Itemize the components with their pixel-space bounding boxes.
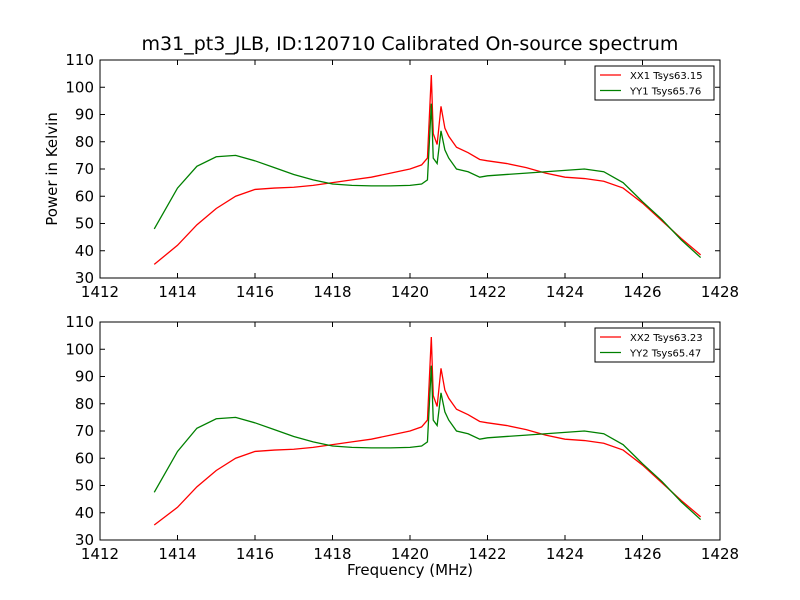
x-tick-label: 1428 <box>701 283 739 301</box>
y-tick-label: 50 <box>75 477 94 495</box>
y-tick-label: 40 <box>75 504 94 522</box>
x-tick-label: 1414 <box>158 283 196 301</box>
y-tick-label: 30 <box>75 531 94 549</box>
y-tick-label: 30 <box>75 269 94 287</box>
x-tick-label: 1412 <box>81 283 119 301</box>
y-tick-label: 100 <box>65 340 94 358</box>
x-tick-label: 1424 <box>546 545 584 563</box>
legend-label: XX2 Tsys63.23 <box>630 333 703 344</box>
y-tick-label: 100 <box>65 78 94 96</box>
y-tick-label: 70 <box>75 160 94 178</box>
legend-label: YY2 Tsys65.47 <box>629 349 701 360</box>
x-tick-label: 1416 <box>236 283 274 301</box>
x-tick-label: 1428 <box>701 545 739 563</box>
y-tick-label: 60 <box>75 187 94 205</box>
y-tick-label: 110 <box>65 51 94 69</box>
x-tick-label: 1424 <box>546 283 584 301</box>
x-axis-label: Frequency (MHz) <box>346 561 474 579</box>
x-tick-label: 1414 <box>158 545 196 563</box>
legend-label: XX1 Tsys63.15 <box>630 71 703 82</box>
y-tick-label: 50 <box>75 215 94 233</box>
legend-box-bottom <box>594 327 715 363</box>
y-tick-label: 90 <box>75 368 94 386</box>
y-tick-label: 60 <box>75 449 94 467</box>
x-tick-label: 1422 <box>468 545 506 563</box>
series-line-bottom-2 <box>153 365 702 521</box>
x-tick-label: 1426 <box>623 283 661 301</box>
series-line-top-1 <box>153 74 702 265</box>
legend-label: YY1 Tsys65.76 <box>629 87 701 98</box>
y-tick-label: 70 <box>75 422 94 440</box>
y-tick-label: 80 <box>75 395 94 413</box>
x-tick-label: 1416 <box>236 545 274 563</box>
x-tick-label: 1418 <box>313 545 351 563</box>
y-tick-label: 110 <box>65 313 94 331</box>
y-tick-label: 40 <box>75 242 94 260</box>
x-tick-label: 1426 <box>623 545 661 563</box>
series-line-top-2 <box>153 103 702 259</box>
x-tick-label: 1420 <box>391 283 429 301</box>
x-tick-label: 1412 <box>81 545 119 563</box>
x-tick-label: 1418 <box>313 283 351 301</box>
series-line-bottom-1 <box>153 336 702 526</box>
y-tick-label: 80 <box>75 133 94 151</box>
x-tick-label: 1422 <box>468 283 506 301</box>
x-tick-label: 1420 <box>391 545 429 563</box>
legend-box-top <box>594 65 715 101</box>
y-tick-label: 90 <box>75 106 94 124</box>
chart-title: m31_pt3_JLB, ID:120710 Calibrated On-sou… <box>141 33 679 55</box>
